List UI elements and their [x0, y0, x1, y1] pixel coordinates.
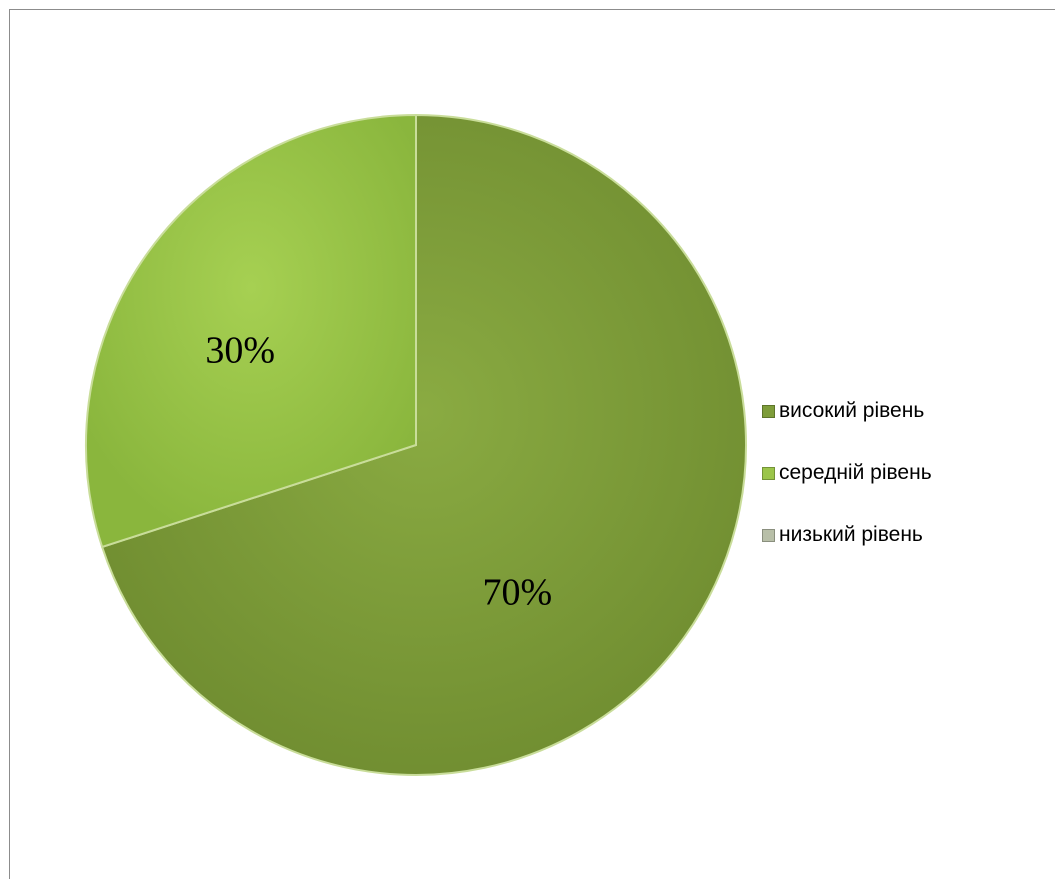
pie-slice	[100, 113, 747, 776]
legend-label: низький рівень	[779, 523, 923, 546]
pie-slice	[84, 113, 417, 549]
legend-label: середній рівень	[779, 461, 932, 484]
legend: високий рівень середній рівень низький р…	[762, 392, 932, 578]
legend-label: високий рівень	[779, 399, 925, 422]
legend-item-low: низький рівень	[762, 516, 932, 554]
legend-swatch-icon	[762, 404, 775, 418]
legend-swatch-icon	[762, 466, 775, 480]
legend-item-high: високий рівень	[762, 392, 932, 430]
legend-item-medium: середній рівень	[762, 454, 932, 492]
legend-swatch-icon	[762, 528, 775, 542]
data-label: 30%	[205, 330, 275, 372]
data-label: 70%	[483, 571, 553, 613]
